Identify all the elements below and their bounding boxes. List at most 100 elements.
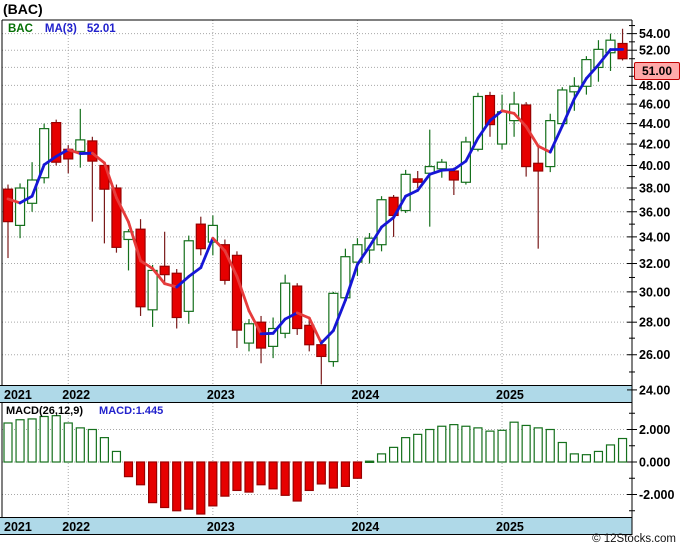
macd-bar-negative — [340, 461, 350, 487]
macd-bar-negative — [304, 461, 314, 492]
ma-line-segment — [452, 159, 468, 171]
macd-bar-positive — [111, 450, 122, 463]
ma-line-segment — [295, 311, 311, 320]
price-tick-label: 34.00 — [639, 230, 670, 244]
candle-up — [605, 39, 616, 54]
ma-line-segment — [416, 172, 432, 192]
price-tick-label: 48.00 — [639, 79, 670, 93]
macd-bar-negative — [123, 461, 134, 478]
ma-line-segment — [235, 275, 251, 313]
macd-bar-negative — [172, 461, 182, 512]
price-tick-label: 28.00 — [639, 316, 670, 330]
macd-bar-positive — [449, 424, 459, 463]
macd-bar-positive — [27, 418, 37, 463]
ma-line-segment — [380, 216, 396, 229]
candle-down — [87, 140, 98, 162]
macd-bar-positive — [75, 427, 85, 463]
x-axis-band-top — [0, 386, 632, 402]
macd-bar-negative — [268, 461, 278, 490]
macd-bar-negative — [316, 461, 326, 485]
price-tick-label: 52.00 — [639, 44, 670, 58]
candle-down — [135, 228, 146, 308]
macd-bar-negative — [292, 461, 302, 502]
legend-ma-label: MA(3) — [44, 23, 77, 35]
candle-up — [207, 224, 218, 243]
ma-line-segment — [175, 275, 191, 289]
candle-up — [436, 161, 447, 170]
macd-bar-positive — [545, 428, 555, 463]
ma-line-segment — [199, 236, 215, 270]
ma-line-segment — [404, 188, 420, 198]
price-tick-label: 54.00 — [639, 27, 670, 41]
ma-line-segment — [343, 263, 359, 302]
macd-bar-negative — [184, 461, 194, 510]
candle-up — [14, 187, 26, 227]
ma-line-segment — [139, 259, 155, 270]
macd-bar-positive — [51, 415, 61, 463]
legend-ma-value: 52.01 — [86, 23, 116, 35]
chart-legend: BAC MA(3) 52.01 — [8, 23, 116, 35]
candle-up — [376, 199, 387, 246]
price-tick-label: 36.00 — [639, 205, 670, 219]
ma-line-segment — [368, 225, 383, 248]
x-axis-band-bottom — [0, 518, 632, 534]
macd-bar-negative — [208, 461, 218, 507]
price-tick-label: 40.00 — [639, 159, 670, 173]
price-tick-label: 26.00 — [639, 348, 670, 362]
ma-line-segment — [319, 329, 335, 345]
macd-bar-positive — [376, 453, 387, 463]
candle-down — [2, 188, 14, 223]
macd-bar-positive — [63, 422, 73, 463]
candle-down — [292, 285, 303, 330]
price-tick-label: 24.00 — [639, 383, 670, 397]
candle-down — [412, 178, 423, 183]
candle-up — [75, 139, 86, 153]
ma-line-segment — [560, 97, 576, 128]
candle-down — [521, 104, 532, 168]
candle-up — [280, 282, 291, 334]
ma-line-segment — [307, 316, 323, 345]
ma-line-segment — [54, 148, 70, 158]
macd-bar-positive — [521, 424, 531, 463]
candle-down — [171, 272, 182, 319]
macd-bar-positive — [15, 419, 25, 463]
macd-bar-negative — [232, 461, 242, 492]
macd-bar-positive — [437, 425, 447, 463]
macd-legend: MACD(26,12,9) MACD:1.445 — [6, 405, 163, 417]
macd-bar-positive — [39, 415, 49, 463]
year-label: 2023 — [207, 388, 235, 402]
macd-bar-positive — [461, 425, 471, 463]
macd-tick-label: -2.000 — [639, 488, 674, 502]
price-tick-label: 38.00 — [639, 182, 670, 196]
year-label: 2024 — [351, 388, 379, 402]
ma-line-segment — [331, 298, 347, 333]
legend-symbol: BAC — [8, 23, 33, 35]
macd-bar-positive — [99, 437, 110, 463]
copyright-link[interactable]: © 12Stocks.com — [592, 533, 676, 545]
macd-bar-positive — [3, 422, 13, 463]
macd-bar-negative — [244, 461, 254, 493]
macd-tick-label: 2.000 — [639, 423, 670, 437]
year-label: 2022 — [62, 388, 90, 402]
ma-line-segment — [42, 155, 58, 167]
macd-params-label: MACD(26,12,9) — [6, 405, 84, 417]
macd-bar-positive — [401, 437, 411, 463]
macd-bar-negative — [352, 461, 363, 479]
ma-line-segment — [259, 331, 275, 336]
ma-line-segment — [585, 63, 600, 80]
macd-bar-negative — [220, 461, 230, 497]
ma-line-segment — [392, 194, 408, 219]
macd-bar-positive — [617, 437, 628, 463]
ma-line-segment — [211, 236, 227, 253]
ma-line-segment — [464, 136, 480, 163]
price-tick-label: 46.00 — [639, 98, 670, 112]
ma-line-segment — [151, 267, 167, 286]
year-label: 2025 — [496, 520, 524, 534]
candle-down — [159, 265, 170, 276]
ma-line-segment — [500, 109, 516, 115]
ma-line-segment — [536, 144, 552, 154]
macd-bar-negative — [256, 461, 266, 486]
candle-up — [268, 327, 279, 347]
